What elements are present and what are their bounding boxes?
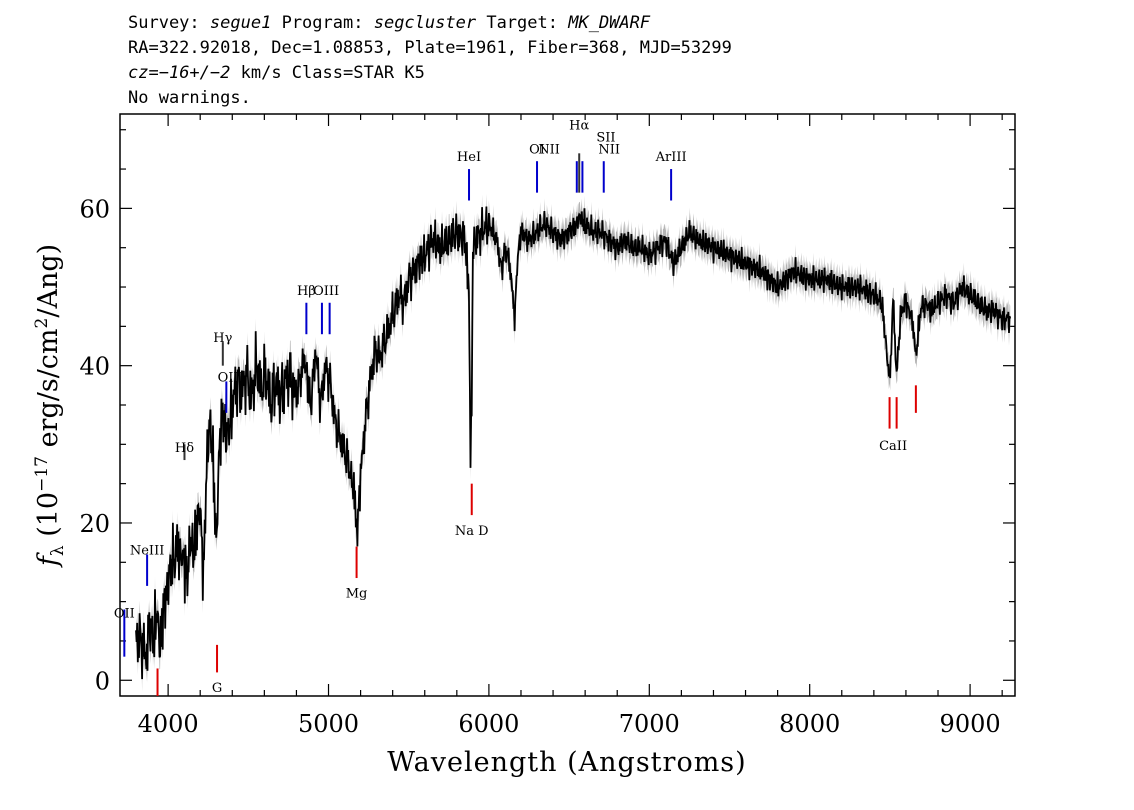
emission-label: SII — [596, 131, 615, 146]
x-tick-label: 8000 — [779, 710, 840, 738]
flux-line — [135, 206, 1012, 680]
absorption-label: Mg — [346, 587, 368, 602]
emission-label: OIII — [218, 370, 244, 385]
emission-label: Hγ — [213, 331, 232, 346]
x-axis-label: Wavelength (Angstroms) — [387, 747, 746, 778]
emission-label: Hδ — [175, 441, 194, 456]
y-tick-label: 20 — [79, 510, 110, 538]
x-tick-label: 7000 — [619, 710, 680, 738]
emission-label: HeI — [457, 150, 481, 165]
emission-label: ArIII — [655, 150, 687, 165]
x-tick-label: 9000 — [940, 710, 1001, 738]
emission-label: NII — [598, 142, 620, 157]
emission-label: OII — [114, 606, 135, 621]
header-line-1: Survey: segue1 Program: segcluster Targe… — [128, 13, 651, 33]
emission-label: NeIII — [130, 543, 164, 558]
y-tick-label: 0 — [95, 667, 110, 695]
x-tick-label: 5000 — [298, 710, 359, 738]
absorption-label: Na D — [455, 524, 489, 539]
header-line-3: cz=−16+/−2 km/s Class=STAR K5 — [128, 63, 425, 83]
y-tick-label: 40 — [79, 353, 110, 381]
header-line-4: No warnings. — [128, 88, 251, 108]
emission-label: Hα — [569, 119, 589, 134]
emission-label: OIII — [313, 284, 339, 299]
absorption-label: G — [212, 681, 222, 696]
survey-value: segue1 — [209, 13, 272, 33]
x-tick-label: 4000 — [138, 710, 199, 738]
cz-value: −16+/−2 — [158, 63, 231, 83]
absorption-label: CaII — [879, 439, 907, 454]
emission-label: Hβ — [297, 284, 316, 299]
emission-label: NII — [538, 142, 560, 157]
emission-label: OI — [529, 142, 545, 157]
target-value: MK_DWARF — [568, 13, 651, 33]
y-axis-label: fλ (10−17 erg/s/cm2/Ang) — [32, 244, 68, 568]
y-tick-label: 60 — [79, 195, 110, 223]
program-value: segcluster — [373, 13, 477, 33]
x-tick-label: 6000 — [458, 710, 519, 738]
header-line-2: RA=322.92018, Dec=1.08853, Plate=1961, F… — [128, 38, 732, 58]
